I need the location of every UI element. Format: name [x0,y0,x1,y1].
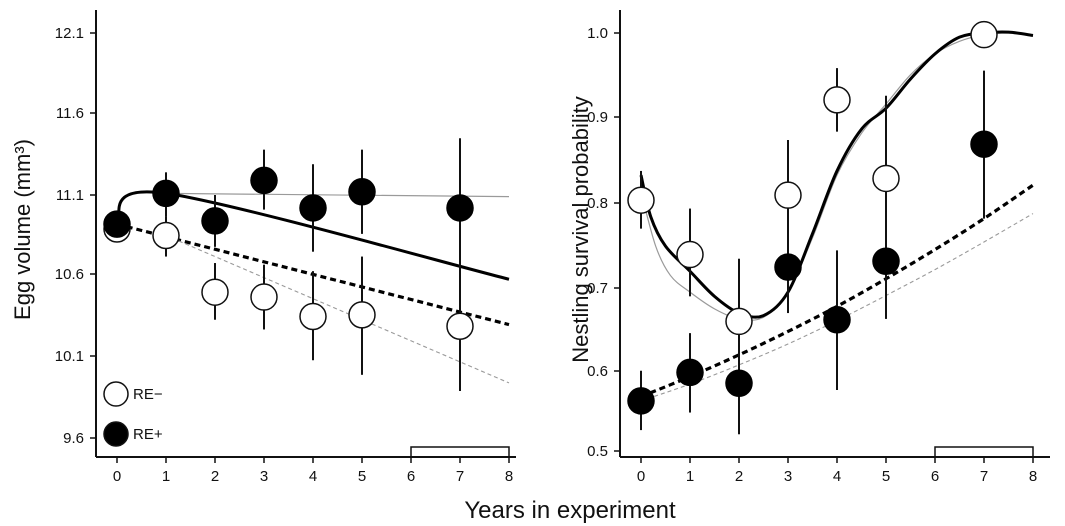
legend: RE− RE+ [103,381,163,447]
y-tick-label: 0.7 [587,280,608,297]
data-point [676,358,704,387]
data-point [676,240,704,269]
legend-marker [103,421,129,447]
x-axis-title: Years in experiment [464,497,676,524]
y-tick-label: 0.5 [587,443,608,460]
y-tick-label: 11.1 [56,187,84,204]
y-tick-label: 10.6 [55,266,84,283]
x-tick-label: 4 [309,468,317,485]
fit-line-thin-solid [165,192,510,198]
x-tick-label: 3 [784,468,792,485]
y-axis-title: Egg volume (mm³) [10,139,35,320]
x-tick-label: 2 [211,468,219,485]
data-point [823,86,851,114]
x-tick-label: 1 [686,468,694,485]
y-tick-label: 1.0 [587,25,608,42]
data-point [201,278,229,306]
x-tick-label: 0 [113,468,121,485]
x-tick-label: 1 [162,468,170,485]
panel-1: 9.6 10.1 10.6 11.1 11.6 12.1 0 1 2 3 4 5 6 7 8 Egg volu… [10,10,516,485]
data-point [250,283,278,311]
y-axis-title: Nestling survival probability [568,96,593,363]
x-tick-label: 8 [1029,468,1037,485]
data-point [299,194,327,222]
x-tick-label: 7 [980,468,988,485]
data-point [348,178,376,206]
y-tick-label: 10.1 [55,348,84,365]
data-point [725,307,753,336]
legend-marker [103,381,129,407]
data-point [348,301,376,329]
legend-label: RE+ [133,426,163,443]
data-point [774,181,802,209]
y-tick-label: 12.1 [55,25,84,42]
data-point [970,20,998,49]
data-point [446,312,474,340]
fit-line-thin-solid [640,32,1034,321]
x-tick-label: 4 [833,468,841,485]
fit-line-thick-solid [115,190,510,281]
data-point [446,194,474,222]
data-point [823,305,851,334]
x-tick-label: 5 [882,468,890,485]
x-tick-label: 3 [260,468,268,485]
x-tick-label: 5 [358,468,366,485]
data-point [152,179,180,208]
x-tick-label: 7 [456,468,464,485]
data-point [103,210,131,238]
y-tick-label: 0.8 [587,195,608,212]
fit-line-thick-solid [639,30,1034,319]
data-point [250,166,278,195]
y-tick-label: 9.6 [63,430,84,447]
data-point [872,164,900,193]
data-point [201,207,229,235]
data-point [627,186,655,214]
period-bracket [410,446,510,457]
period-bracket [934,446,1034,457]
data-point [725,369,753,398]
x-tick-label: 2 [735,468,743,485]
data-point [774,253,802,281]
data-point [299,302,327,331]
x-tick-label: 6 [931,468,939,485]
data-point [970,130,998,158]
x-tick-label: 6 [407,468,415,485]
x-tick-label: 8 [505,468,513,485]
panel-2: 0.5 0.6 0.7 0.8 0.9 1.0 0 1 2 3 4 5 6 7 8 Nestling surv… [568,10,1050,485]
y-tick-label: 0.9 [587,109,608,126]
y-tick-label: 11.6 [56,105,84,122]
y-tick-label: 0.6 [587,363,608,380]
data-point [872,247,900,275]
data-point [152,221,180,250]
legend-label: RE− [133,386,163,403]
data-point [627,387,655,415]
x-tick-label: 0 [637,468,645,485]
fit-line-thin-dashed [165,234,510,384]
